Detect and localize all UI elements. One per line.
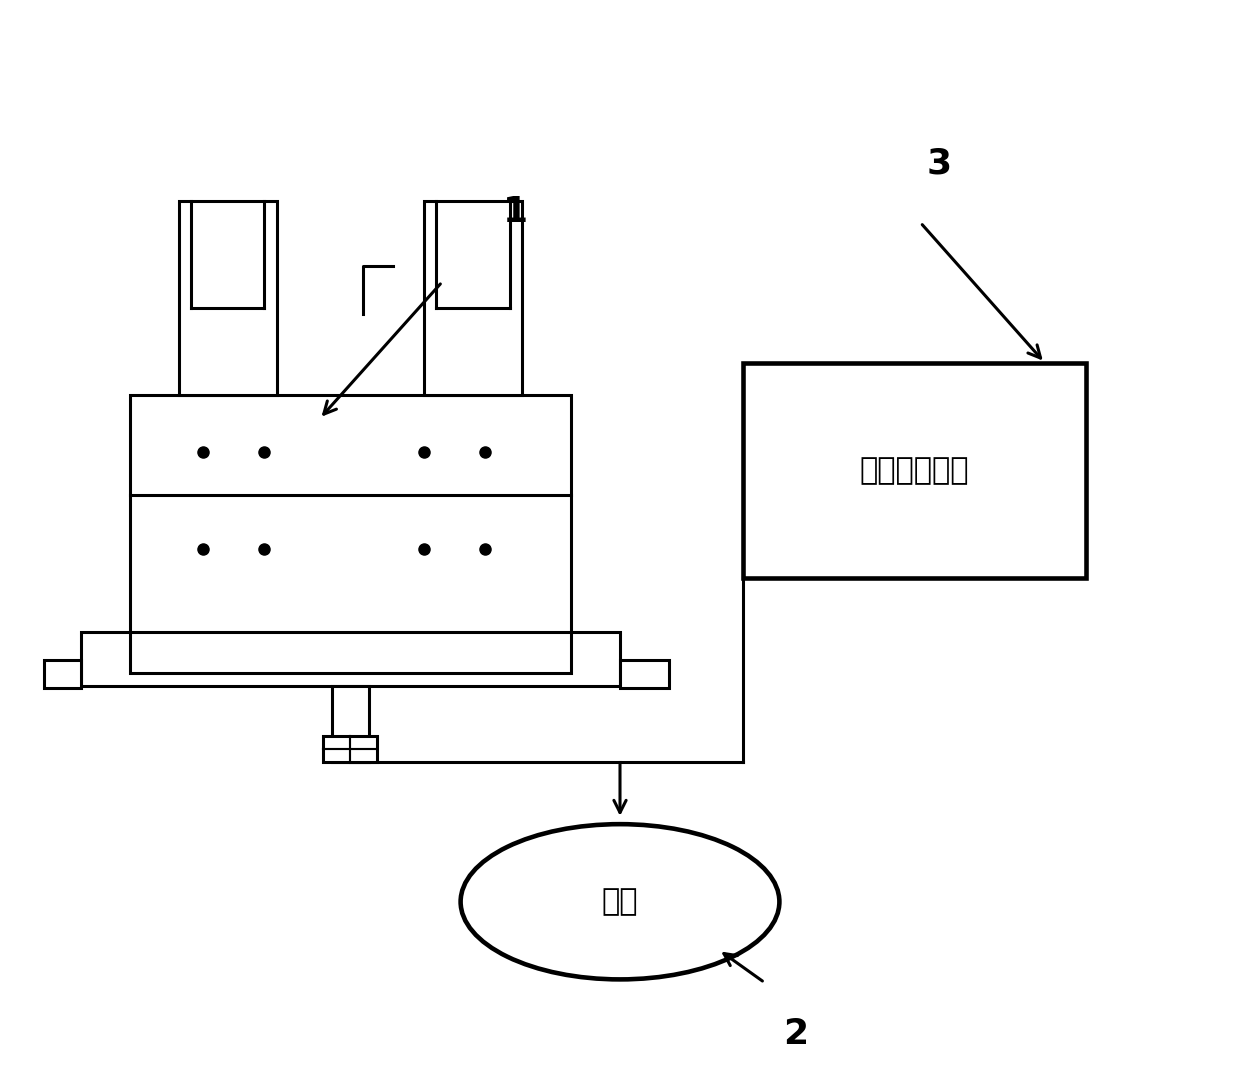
Polygon shape [324,736,377,761]
Polygon shape [332,686,368,761]
Text: 同位素质谱仪: 同位素质谱仪 [859,456,968,485]
Polygon shape [620,661,670,688]
Polygon shape [179,201,277,395]
Text: 3: 3 [926,146,951,180]
Polygon shape [424,201,522,395]
Polygon shape [129,395,570,632]
FancyBboxPatch shape [743,363,1086,579]
Ellipse shape [460,824,780,980]
Text: 2: 2 [782,1018,808,1052]
Text: 冷阱: 冷阱 [601,888,639,916]
Polygon shape [81,632,620,686]
Polygon shape [43,661,81,688]
Text: 1: 1 [503,194,528,229]
